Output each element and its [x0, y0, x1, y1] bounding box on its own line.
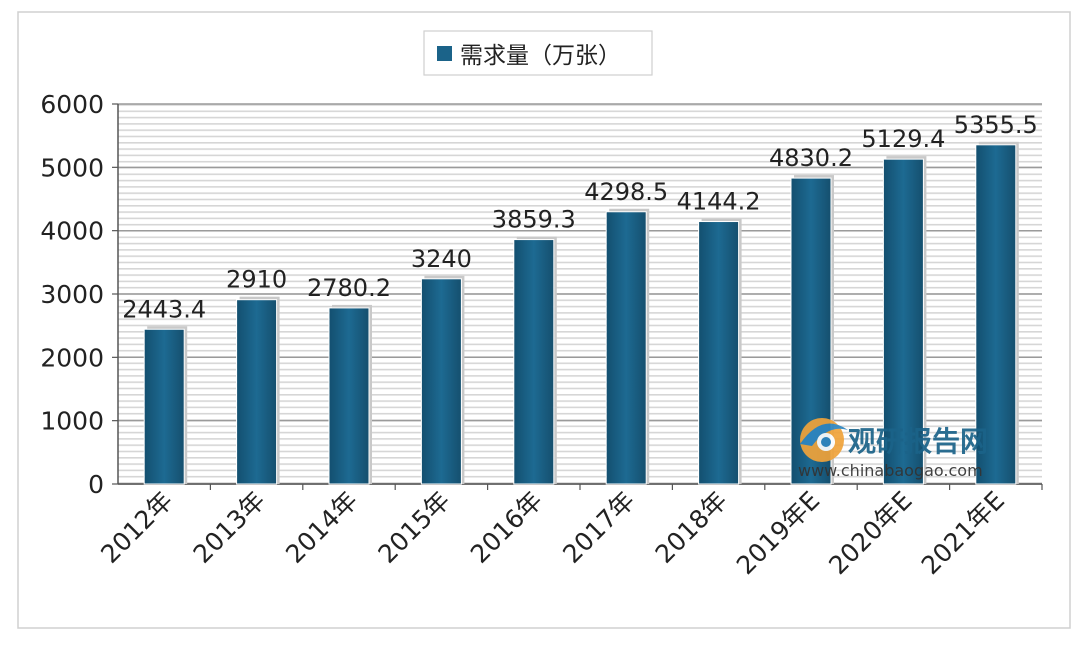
data-label: 5355.5	[954, 111, 1038, 139]
bar	[328, 307, 370, 485]
bar	[975, 144, 1017, 485]
brand-logo-icon	[800, 418, 848, 462]
bar	[698, 221, 740, 485]
bar	[513, 239, 555, 485]
data-label: 2443.4	[122, 295, 206, 323]
data-label: 3859.3	[492, 206, 576, 234]
bar	[420, 278, 462, 485]
y-tick-label: 4000	[40, 217, 104, 246]
data-labels: 2443.4 2910 2780.2 3240 3859.3 4298.5 4144.2 48…	[122, 111, 1038, 323]
y-tick-label: 0	[88, 470, 104, 499]
bar	[236, 299, 278, 485]
data-label: 3240	[411, 245, 472, 273]
watermark: 观研报告网 www.chinabaogao.com	[798, 418, 988, 480]
data-label: 4144.2	[677, 188, 761, 216]
bar	[143, 328, 185, 485]
data-label: 2910	[226, 266, 287, 294]
bar	[605, 211, 647, 485]
watermark-url: www.chinabaogao.com	[798, 461, 983, 480]
legend-swatch	[437, 46, 452, 61]
y-tick-label: 5000	[40, 153, 104, 182]
data-label: 5129.4	[861, 125, 945, 153]
y-tick-label: 2000	[40, 343, 104, 372]
data-label: 2780.2	[307, 274, 391, 302]
y-tick-label: 1000	[40, 407, 104, 436]
data-label: 4830.2	[769, 144, 853, 172]
legend-label: 需求量（万张）	[460, 43, 621, 69]
bar	[882, 158, 924, 485]
legend-box	[423, 30, 653, 76]
y-tick-label: 6000	[40, 90, 104, 119]
bars	[143, 141, 1019, 485]
watermark-brand: 观研报告网	[848, 425, 988, 458]
y-tick-label: 3000	[40, 280, 104, 309]
data-label: 4298.5	[584, 178, 668, 206]
legend: 需求量（万张）	[423, 30, 653, 76]
